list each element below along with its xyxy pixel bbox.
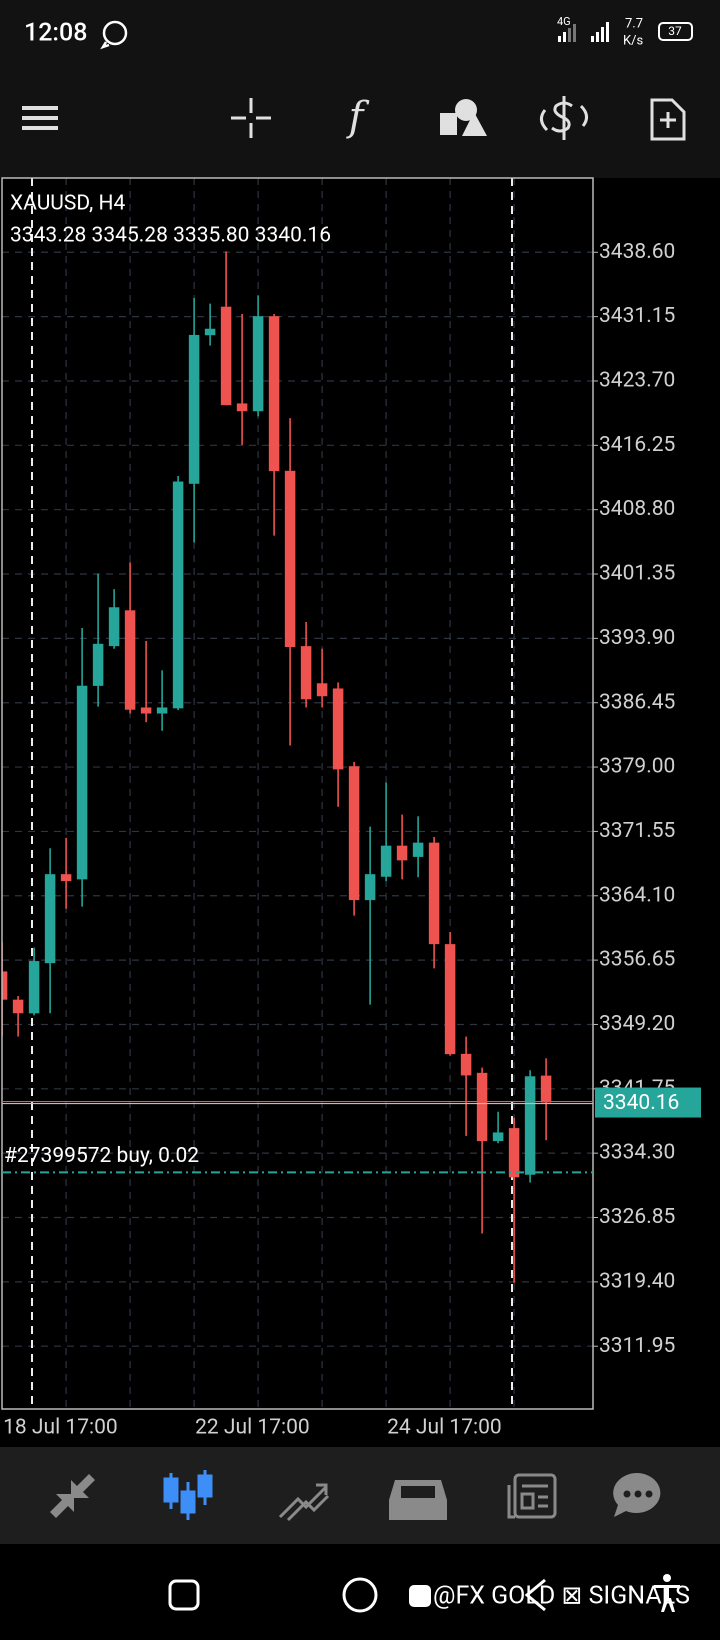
candle-body bbox=[524, 1076, 536, 1175]
symbol-label: XAUUSD, H4 bbox=[10, 192, 125, 216]
recents-button[interactable] bbox=[168, 1579, 200, 1611]
speed: 7.7 bbox=[625, 16, 643, 31]
candle-body bbox=[108, 607, 120, 647]
chart-tab[interactable] bbox=[163, 1470, 213, 1520]
history-tab[interactable] bbox=[389, 1480, 447, 1520]
network-type: 4G bbox=[557, 15, 571, 28]
crosshair-button[interactable] bbox=[231, 98, 271, 138]
candle-body bbox=[44, 874, 56, 964]
home-button[interactable] bbox=[342, 1577, 378, 1613]
candle-body bbox=[540, 1075, 552, 1103]
y-tick-label: 3311.95 bbox=[599, 1334, 675, 1358]
candle-body bbox=[396, 845, 408, 861]
y-tick-label: 3349.20 bbox=[599, 1012, 675, 1036]
candle-body bbox=[476, 1072, 488, 1142]
y-tick-label: 3334.30 bbox=[599, 1141, 675, 1165]
y-tick-label: 3401.35 bbox=[599, 562, 675, 586]
system-nav-bg bbox=[0, 1544, 720, 1640]
candle-body bbox=[172, 481, 184, 709]
candle-body bbox=[220, 306, 232, 406]
new-order-button[interactable] bbox=[650, 98, 686, 141]
candle-body bbox=[508, 1128, 520, 1178]
y-tick-label: 3393.90 bbox=[599, 626, 675, 650]
trade-tab[interactable] bbox=[278, 1483, 330, 1522]
candle-body bbox=[284, 470, 296, 648]
quotes-tab[interactable] bbox=[50, 1474, 95, 1518]
accessibility-icon[interactable] bbox=[654, 1574, 680, 1612]
y-tick-label: 3438.60 bbox=[599, 240, 675, 264]
y-tick-label: 3423.70 bbox=[599, 369, 675, 393]
battery-frame bbox=[658, 22, 693, 41]
y-tick-label: 3371.55 bbox=[599, 819, 675, 843]
ohlc-label: 3343.28 3345.28 3335.80 3340.16 bbox=[10, 224, 331, 248]
candle-body bbox=[332, 688, 344, 770]
facebook-icon bbox=[409, 1585, 431, 1607]
clock: 12:08 bbox=[24, 19, 87, 48]
price-tag-label: 3340.16 bbox=[603, 1091, 679, 1115]
y-tick-label: 3408.80 bbox=[599, 497, 675, 521]
chart-bg bbox=[0, 178, 720, 1447]
candle-body bbox=[12, 999, 24, 1014]
x-tick-label: 24 Jul 17:00 bbox=[387, 1416, 502, 1440]
candle-body bbox=[236, 403, 248, 412]
y-tick-label: 3326.85 bbox=[599, 1205, 675, 1229]
x-tick-label: 18 Jul 17:00 bbox=[3, 1416, 118, 1440]
candle-body bbox=[76, 685, 88, 880]
candle-body bbox=[92, 643, 104, 686]
candle-body bbox=[156, 707, 168, 714]
y-tick-label: 3416.25 bbox=[599, 433, 675, 457]
candle-body bbox=[268, 316, 280, 472]
candle-body bbox=[60, 874, 72, 882]
bottom-nav-bg bbox=[0, 1447, 720, 1544]
battery-level: 37 bbox=[668, 24, 682, 38]
candle-body bbox=[124, 610, 136, 710]
candle-body bbox=[428, 842, 440, 945]
candle-body bbox=[364, 874, 376, 901]
top-bar-bg bbox=[0, 0, 720, 178]
candle-body bbox=[252, 316, 264, 412]
y-tick-label: 3379.00 bbox=[599, 755, 675, 779]
speed-unit: K/s bbox=[623, 33, 644, 48]
candle-body bbox=[28, 961, 40, 1014]
axis: 3438.60 3431.15 3423.70 3416.25 3408.80 3401.… bbox=[2, 240, 701, 1440]
candle-body bbox=[380, 845, 392, 877]
candle-body bbox=[492, 1132, 504, 1142]
candle-body bbox=[316, 683, 328, 697]
chart-frame bbox=[1, 177, 594, 1410]
menu-button[interactable] bbox=[22, 106, 58, 130]
candle-body bbox=[204, 328, 216, 336]
y-tick-label: 3431.15 bbox=[599, 304, 675, 328]
candle-body bbox=[188, 334, 200, 484]
y-tick-label: 3356.65 bbox=[599, 948, 675, 972]
candle-body bbox=[460, 1053, 472, 1076]
signal-icons bbox=[558, 22, 609, 42]
chat-tab[interactable] bbox=[613, 1472, 661, 1517]
back-button[interactable] bbox=[524, 1578, 546, 1612]
order-label: #27399572 buy, 0.02 bbox=[4, 1144, 199, 1168]
whatsapp-icon bbox=[100, 20, 128, 50]
candle-body bbox=[300, 646, 312, 700]
candle-body bbox=[140, 707, 152, 714]
watermark: @FX GOLD ⊠ SIGNALS bbox=[433, 1582, 690, 1611]
trade-button[interactable] bbox=[540, 96, 588, 140]
x-tick-label: 22 Jul 17:00 bbox=[195, 1416, 310, 1440]
candle-body bbox=[444, 944, 456, 1055]
candle-body bbox=[2, 971, 8, 1000]
news-tab[interactable] bbox=[507, 1473, 557, 1519]
y-tick-label: 3364.10 bbox=[599, 883, 675, 907]
y-tick-label: 3319.40 bbox=[599, 1269, 675, 1293]
candle-body bbox=[348, 766, 360, 901]
price-tag bbox=[595, 1087, 701, 1118]
y-tick-label: 3386.45 bbox=[599, 690, 675, 714]
candle-body bbox=[412, 842, 424, 857]
objects-button[interactable] bbox=[440, 99, 487, 136]
